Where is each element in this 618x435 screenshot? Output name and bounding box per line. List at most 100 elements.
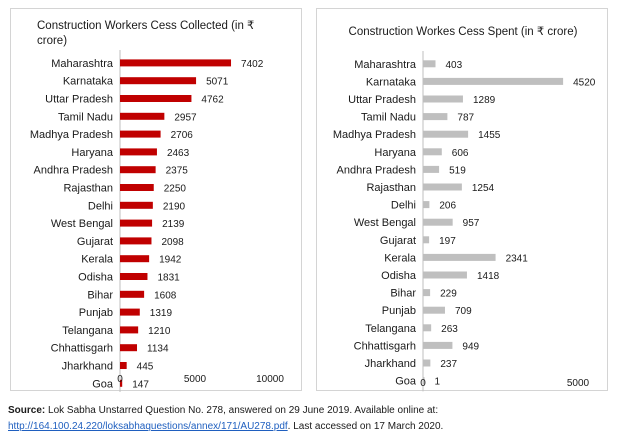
category-label-telangana: Telangana	[365, 323, 417, 335]
value-label-uttar-pradesh: 4762	[201, 95, 224, 106]
bar-goa	[120, 379, 123, 387]
category-label-gujarat: Gujarat	[380, 235, 416, 247]
value-label-karnataka: 5071	[206, 77, 229, 88]
category-label-kerala: Kerala	[81, 254, 114, 266]
bar-delhi	[423, 201, 430, 209]
category-label-goa: Goa	[395, 376, 417, 388]
bar-maharashtra	[423, 60, 436, 68]
bar-goa	[423, 377, 425, 385]
value-label-tamil-nadu: 787	[457, 113, 474, 124]
category-label-maharashtra: Maharashtra	[51, 58, 114, 70]
value-label-west-bengal: 2139	[162, 219, 185, 230]
value-label-jharkhand: 237	[440, 359, 457, 370]
bar-odisha	[120, 273, 148, 280]
value-label-rajasthan: 1254	[472, 183, 495, 194]
bar-gujarat	[120, 237, 152, 245]
bar-haryana	[120, 148, 157, 156]
bar-haryana	[423, 148, 442, 156]
category-label-karnataka: Karnataka	[366, 76, 417, 88]
bar-uttar-pradesh	[120, 95, 192, 102]
category-label-haryana: Haryana	[71, 147, 113, 159]
category-label-andhra-pradesh: Andhra Pradesh	[337, 164, 417, 176]
category-label-west-bengal: West Bengal	[354, 217, 416, 229]
x-tick-label-5000: 5000	[567, 378, 590, 389]
source-text: Lok Sabha Unstarred Question No. 278, an…	[45, 405, 439, 416]
source-link[interactable]: http://164.100.24.220/loksabhaquestions/…	[8, 421, 288, 432]
value-label-punjab: 709	[455, 306, 472, 317]
category-label-tamil-nadu: Tamil Nadu	[361, 112, 416, 124]
value-label-chhattisgarh: 949	[462, 341, 479, 352]
bar-bihar	[423, 289, 431, 297]
bar-maharashtra	[120, 59, 232, 67]
value-label-west-bengal: 957	[463, 218, 480, 229]
value-label-chhattisgarh: 1134	[147, 344, 169, 355]
value-label-delhi: 2190	[163, 201, 186, 212]
category-label-chhattisgarh: Chhattisgarh	[354, 340, 416, 352]
bar-west-bengal	[120, 219, 153, 227]
bar-punjab	[120, 308, 140, 316]
bar-rajasthan	[120, 184, 154, 191]
value-label-haryana: 2463	[167, 148, 190, 159]
value-label-odisha: 1418	[477, 271, 500, 282]
bar-jharkhand	[423, 359, 431, 367]
bar-andhra-pradesh	[423, 165, 440, 173]
value-label-bihar: 229	[440, 289, 457, 300]
bar-odisha	[423, 271, 467, 279]
value-label-kerala: 1942	[159, 255, 182, 266]
source-label: Source:	[8, 405, 46, 416]
value-label-bihar: 1608	[154, 290, 177, 301]
value-label-punjab: 1319	[150, 308, 173, 319]
chart-title-collected: Construction Workers Cess Collected (in …	[37, 20, 255, 47]
category-label-tamil-nadu: Tamil Nadu	[58, 111, 113, 123]
category-label-rajasthan: Rajasthan	[366, 182, 416, 194]
category-label-haryana: Haryana	[374, 147, 416, 159]
category-label-odisha: Odisha	[381, 270, 417, 282]
value-label-rajasthan: 2250	[164, 184, 187, 195]
bar-bihar	[120, 290, 145, 298]
value-label-jharkhand: 445	[137, 362, 154, 373]
category-label-rajasthan: Rajasthan	[63, 183, 113, 195]
bar-chhattisgarh	[423, 341, 453, 349]
value-label-andhra-pradesh: 519	[449, 165, 466, 176]
category-label-andhra-pradesh: Andhra Pradesh	[34, 165, 114, 177]
cess-collected-chart: Construction Workers Cess Collected (in …	[10, 8, 302, 392]
bar-punjab	[423, 306, 445, 314]
category-label-uttar-pradesh: Uttar Pradesh	[348, 94, 416, 106]
bar-karnataka	[120, 77, 197, 85]
value-label-telangana: 263	[441, 324, 458, 335]
category-label-jharkhand: Jharkhand	[62, 361, 113, 373]
value-label-goa: 1	[435, 377, 441, 388]
category-label-uttar-pradesh: Uttar Pradesh	[45, 94, 113, 106]
category-label-bihar: Bihar	[390, 288, 416, 300]
value-label-tamil-nadu: 2957	[174, 112, 197, 123]
category-label-delhi: Delhi	[88, 200, 113, 212]
category-label-telangana: Telangana	[62, 325, 114, 337]
bar-rajasthan	[423, 183, 462, 191]
value-label-delhi: 206	[439, 201, 456, 212]
x-tick-label-5000: 5000	[184, 374, 207, 385]
bar-gujarat	[423, 236, 430, 244]
value-label-gujarat: 197	[439, 236, 456, 247]
bar-andhra-pradesh	[120, 166, 156, 174]
bar-kerala	[120, 255, 150, 263]
category-label-gujarat: Gujarat	[77, 236, 113, 248]
value-label-kerala: 2341	[506, 253, 529, 264]
category-label-west-bengal: West Bengal	[51, 218, 113, 230]
bar-madhya-pradesh	[423, 130, 469, 138]
bar-uttar-pradesh	[423, 95, 463, 103]
bar-madhya-pradesh	[120, 130, 161, 138]
value-label-madhya-pradesh: 1455	[478, 130, 501, 141]
bar-karnataka	[423, 77, 564, 85]
category-label-odisha: Odisha	[78, 272, 114, 284]
value-label-telangana: 1210	[148, 326, 171, 337]
value-label-andhra-pradesh: 2375	[166, 166, 189, 177]
category-label-jharkhand: Jharkhand	[365, 358, 416, 370]
source-suffix: . Last accessed on 17 March 2020.	[287, 421, 444, 432]
category-label-madhya-pradesh: Madhya Pradesh	[333, 129, 416, 141]
category-label-delhi: Delhi	[391, 200, 416, 212]
value-label-odisha: 1831	[157, 273, 180, 284]
category-label-kerala: Kerala	[384, 252, 417, 264]
category-label-goa: Goa	[92, 378, 114, 390]
bar-tamil-nadu	[120, 112, 165, 120]
category-label-madhya-pradesh: Madhya Pradesh	[30, 129, 113, 141]
